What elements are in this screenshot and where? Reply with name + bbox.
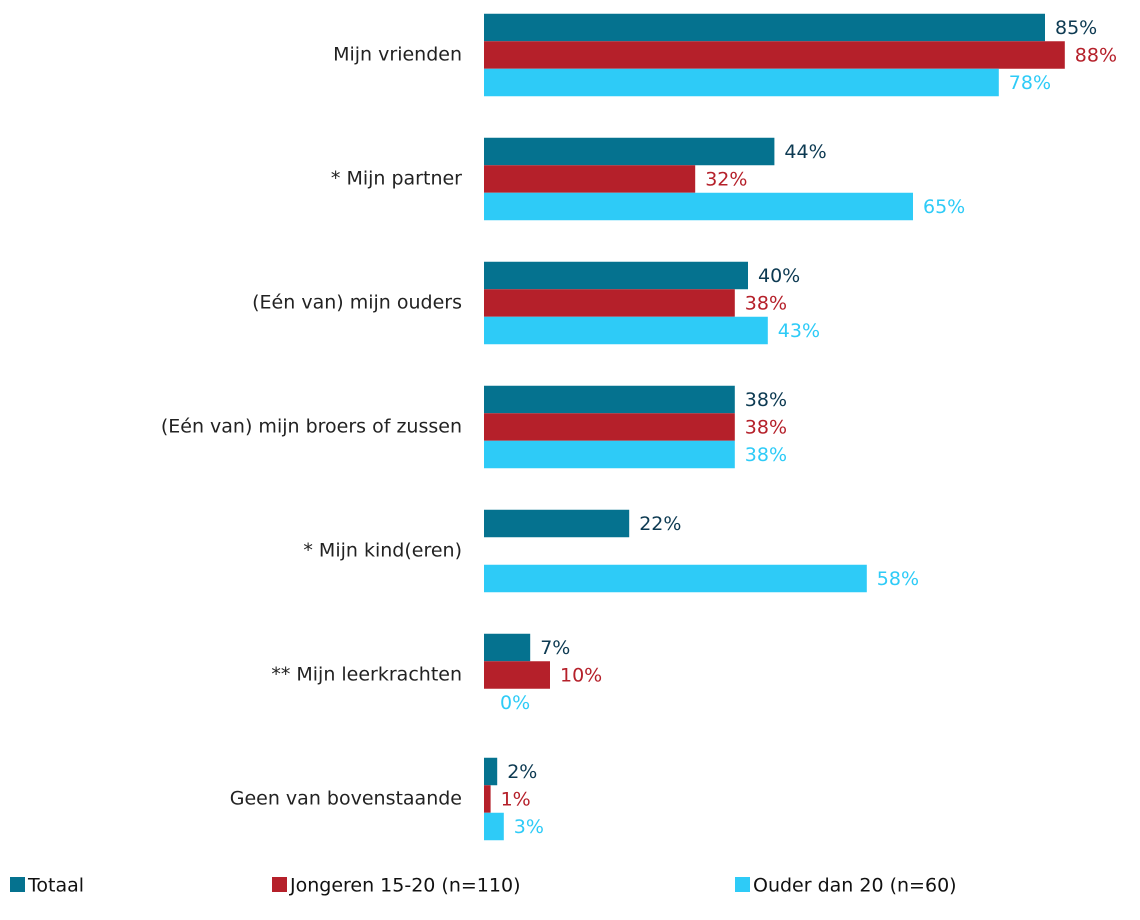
bar bbox=[484, 165, 696, 193]
value-label: 0% bbox=[500, 692, 530, 714]
legend-label: Ouder dan 20 (n=60) bbox=[753, 875, 957, 897]
category-label: Geen van bovenstaande bbox=[230, 788, 462, 810]
bar bbox=[484, 316, 768, 345]
bar bbox=[484, 261, 748, 290]
bar bbox=[484, 440, 735, 469]
value-label: 38% bbox=[745, 417, 787, 439]
bar bbox=[484, 137, 775, 166]
value-label: 44% bbox=[784, 141, 826, 163]
legend-swatch bbox=[272, 877, 287, 892]
value-label: 38% bbox=[745, 444, 787, 466]
value-label: 85% bbox=[1055, 17, 1097, 39]
bar bbox=[484, 564, 867, 593]
bar bbox=[484, 68, 999, 97]
value-label: 88% bbox=[1075, 45, 1117, 67]
value-label: 38% bbox=[745, 293, 787, 315]
bar bbox=[484, 812, 504, 841]
legend-label: Totaal bbox=[27, 875, 84, 897]
bar bbox=[484, 385, 735, 414]
bar bbox=[484, 192, 913, 221]
value-label: 10% bbox=[560, 665, 602, 687]
bar bbox=[484, 785, 491, 813]
bar bbox=[484, 289, 735, 317]
category-label: * Mijn kind(eren) bbox=[303, 540, 462, 562]
bar bbox=[484, 509, 630, 538]
value-label: 40% bbox=[758, 265, 800, 287]
category-label: (Eén van) mijn broers of zussen bbox=[161, 416, 462, 438]
value-label: 65% bbox=[923, 196, 965, 218]
bar bbox=[484, 41, 1065, 69]
category-label: ** Mijn leerkrachten bbox=[271, 664, 462, 686]
legend-swatch bbox=[10, 877, 25, 892]
value-label: 1% bbox=[501, 789, 531, 811]
value-label: 32% bbox=[705, 169, 747, 191]
bar bbox=[484, 13, 1045, 42]
value-label: 43% bbox=[778, 320, 820, 342]
category-label: Mijn vrienden bbox=[333, 44, 462, 66]
category-label: * Mijn partner bbox=[331, 168, 462, 190]
bar bbox=[484, 757, 498, 786]
category-label: (Eén van) mijn ouders bbox=[252, 292, 462, 314]
value-label: 22% bbox=[639, 513, 681, 535]
legend-label: Jongeren 15-20 (n=110) bbox=[289, 875, 521, 897]
legend-swatch bbox=[735, 877, 750, 892]
value-label: 78% bbox=[1009, 72, 1051, 94]
bar bbox=[484, 413, 735, 441]
bar bbox=[484, 661, 550, 689]
value-label: 3% bbox=[514, 816, 544, 838]
value-label: 58% bbox=[877, 568, 919, 590]
value-label: 2% bbox=[507, 761, 537, 783]
value-label: 7% bbox=[540, 637, 570, 659]
value-label: 38% bbox=[745, 389, 787, 411]
bar bbox=[484, 633, 531, 662]
